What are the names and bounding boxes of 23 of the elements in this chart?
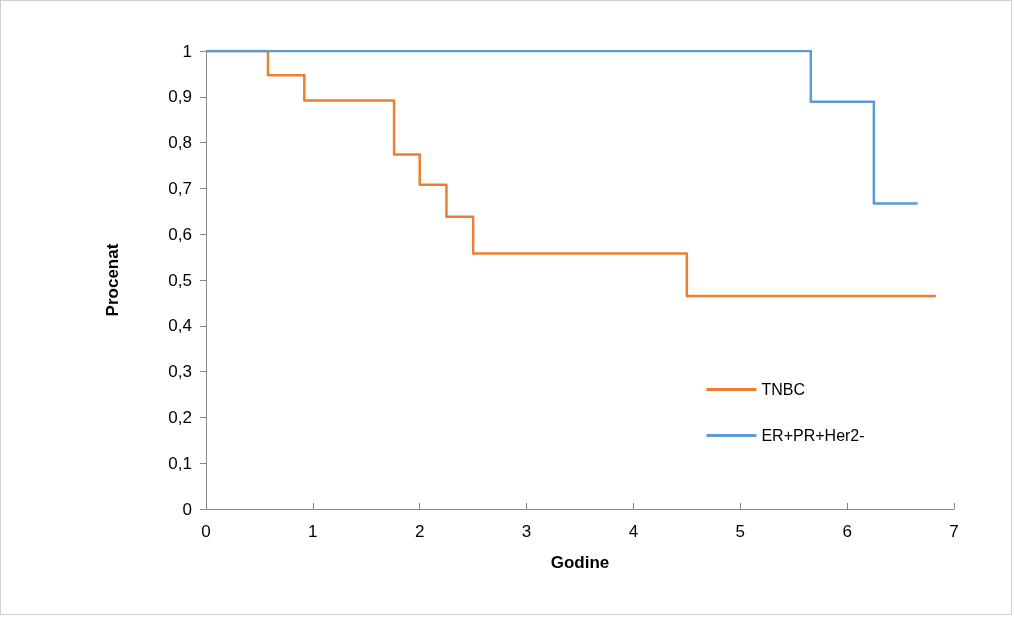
y-tick-label: 0,1: [168, 453, 192, 473]
y-tick-label: 0: [182, 499, 192, 519]
x-tick-label: 4: [628, 522, 639, 541]
x-tick-label: 7: [949, 522, 959, 541]
y-tick-label: 0,2: [168, 407, 192, 427]
y-tick-label: 1: [182, 41, 192, 61]
x-tick-label: 6: [842, 522, 852, 541]
x-tick-label: 3: [521, 522, 532, 541]
y-axis-title: Procenat: [103, 243, 122, 317]
legend-label: TNBC: [761, 380, 806, 398]
x-axis-title: Godine: [550, 553, 610, 572]
y-tick-label: 0,6: [168, 224, 192, 244]
legend-label: ER+PR+Her2-: [761, 426, 865, 444]
y-tick-label: 0,5: [168, 270, 192, 290]
y-tick-label: 0,3: [168, 362, 192, 382]
x-tick-label: 1: [308, 522, 318, 541]
x-tick-label: 0: [201, 522, 211, 541]
y-tick-label: 0,9: [168, 87, 192, 107]
x-tick-label: 2: [414, 522, 425, 541]
y-tick-label: 0,7: [168, 178, 192, 198]
x-tick-label: 5: [735, 522, 746, 541]
y-tick-label: 0,8: [168, 133, 192, 153]
y-tick-label: 0,4: [168, 316, 192, 336]
